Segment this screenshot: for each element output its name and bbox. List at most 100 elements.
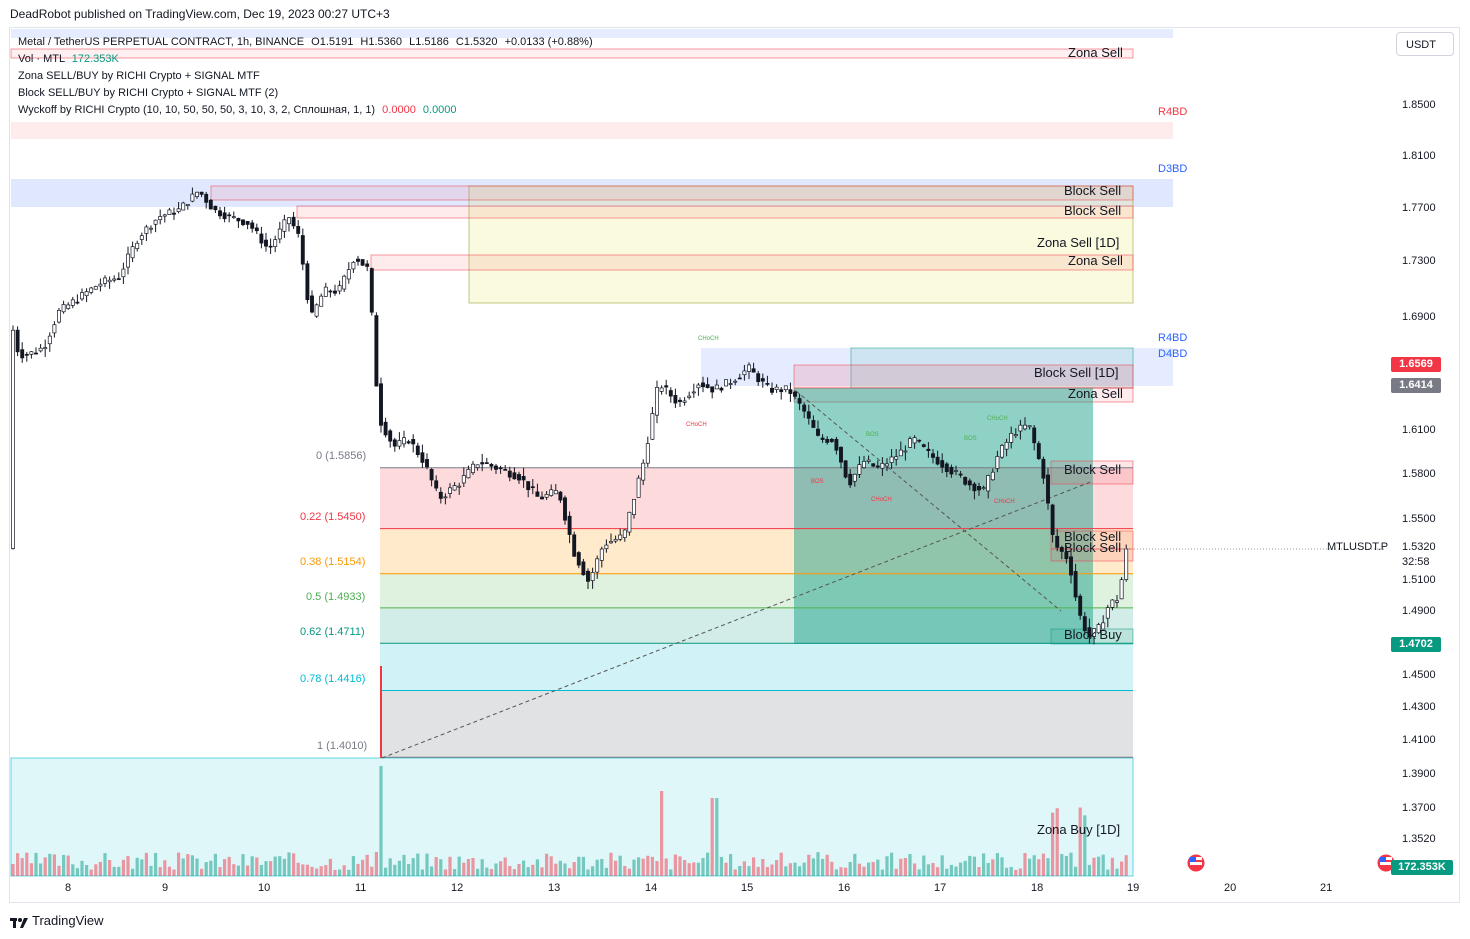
volume-bar bbox=[439, 859, 443, 876]
candle-body bbox=[995, 456, 1000, 469]
volume-bar bbox=[158, 867, 162, 876]
volume-bar bbox=[103, 853, 107, 876]
candle-body bbox=[144, 226, 149, 234]
candle-body bbox=[788, 389, 793, 394]
volume-bar bbox=[365, 854, 369, 876]
volume-bar bbox=[190, 855, 194, 876]
volume-bar bbox=[761, 859, 765, 876]
candle-body bbox=[963, 477, 968, 485]
time-axis-label: 8 bbox=[65, 882, 72, 894]
volume-bar bbox=[1087, 864, 1091, 876]
volume-bar bbox=[1078, 807, 1082, 876]
candle-body bbox=[885, 463, 889, 467]
time-axis-label: 18 bbox=[1031, 882, 1044, 894]
candle-body bbox=[567, 515, 572, 535]
candle-body bbox=[227, 214, 232, 217]
candle-body bbox=[765, 383, 770, 385]
candle-body bbox=[921, 444, 926, 447]
ohlc-low: L1.5186 bbox=[409, 36, 449, 48]
volume-bar bbox=[922, 855, 926, 876]
candle-body bbox=[632, 498, 636, 515]
time-axis-label: 20 bbox=[1224, 882, 1237, 894]
zone-label: Zona Sell bbox=[1068, 45, 1123, 60]
candle-body bbox=[636, 477, 641, 498]
price-axis-label: 1.3900 bbox=[1402, 768, 1436, 780]
volume-bar bbox=[867, 862, 871, 876]
fib-level-label: 0.5 (1.4933) bbox=[306, 591, 366, 603]
candle-body bbox=[61, 304, 66, 313]
price-chart[interactable] bbox=[10, 28, 1461, 904]
volume-bar bbox=[627, 868, 631, 876]
legend-indicator-wyckoff[interactable]: Wyckoff by RICHI Crypto (10, 10, 50, 50,… bbox=[18, 102, 593, 119]
candle-body bbox=[742, 370, 747, 376]
legend-indicator-block[interactable]: Block SELL/BUY by RICHI Crypto + SIGNAL … bbox=[18, 87, 279, 99]
candle-body bbox=[254, 227, 259, 232]
candle-body bbox=[452, 485, 457, 491]
candle-body bbox=[1004, 441, 1009, 450]
volume-bar bbox=[821, 858, 825, 876]
candle-body bbox=[415, 445, 420, 456]
volume-bar bbox=[940, 855, 944, 876]
legend-indicator-zona[interactable]: Zona SELL/BUY by RICHI Crypto + SIGNAL M… bbox=[18, 70, 260, 82]
volume-bar bbox=[963, 860, 967, 876]
volume-bar bbox=[333, 869, 337, 876]
ohlc-high: H1.5360 bbox=[360, 36, 403, 48]
volume-bar bbox=[669, 869, 673, 876]
tradingview-logo[interactable]: TradingView bbox=[10, 913, 104, 928]
volume-bar bbox=[1037, 859, 1041, 876]
candle-body bbox=[1082, 616, 1087, 632]
legend-symbol-row[interactable]: Metal / TetherUS PERPETUAL CONTRACT, 1h,… bbox=[18, 34, 593, 51]
candle-body bbox=[323, 286, 328, 297]
volume-bar bbox=[476, 868, 480, 876]
candle-body bbox=[931, 453, 935, 458]
volume-bar bbox=[1032, 855, 1036, 876]
volume-bar bbox=[351, 856, 355, 876]
candle-body bbox=[112, 278, 117, 281]
price-axis-label: 1.8100 bbox=[1402, 150, 1436, 162]
candle-body bbox=[388, 430, 393, 442]
candle-body bbox=[457, 485, 462, 488]
symbol-description: Metal / TetherUS PERPETUAL CONTRACT, 1h,… bbox=[18, 36, 305, 48]
candle-body bbox=[250, 222, 255, 229]
candle-body bbox=[448, 487, 452, 494]
candle-body bbox=[204, 193, 209, 203]
zone-label: Block Sell bbox=[1064, 540, 1122, 555]
volume-bar bbox=[402, 854, 406, 876]
candle-body bbox=[70, 299, 75, 306]
candle-body bbox=[158, 216, 163, 221]
volume-bar bbox=[931, 862, 935, 876]
volume-bar bbox=[747, 866, 751, 876]
currency-selector-button[interactable]: USDT bbox=[1396, 32, 1454, 56]
volume-bar bbox=[687, 863, 691, 876]
volume-bar bbox=[604, 867, 608, 876]
zone-label: Zona Sell bbox=[1068, 253, 1123, 268]
legend-volume-row[interactable]: Vol · MTL 172.353K bbox=[18, 51, 593, 68]
candle-body bbox=[337, 285, 342, 292]
candle-body bbox=[489, 463, 494, 467]
volume-bar bbox=[646, 855, 650, 876]
volume-bar bbox=[154, 852, 158, 876]
candle-body bbox=[641, 462, 646, 481]
candle-body bbox=[172, 212, 176, 215]
volume-bar bbox=[577, 856, 581, 876]
volume-bar bbox=[890, 852, 894, 876]
candle-body bbox=[443, 496, 448, 499]
candle-body bbox=[15, 329, 20, 353]
volume-bar bbox=[655, 861, 659, 876]
volume-bar bbox=[121, 859, 125, 876]
candle-body bbox=[1046, 474, 1050, 504]
volume-bar bbox=[172, 869, 176, 876]
candle-body bbox=[34, 352, 38, 355]
price-tag: 1.4702 bbox=[1391, 637, 1441, 652]
price-axis-label: 1.5100 bbox=[1402, 574, 1436, 586]
candle-body bbox=[926, 448, 931, 452]
d4bd-band bbox=[701, 348, 1173, 386]
volume-bar bbox=[729, 854, 733, 876]
candle-body bbox=[1096, 624, 1101, 634]
symbol-axis-tag: MTLUSDT.P bbox=[1327, 541, 1389, 553]
volume-bar bbox=[526, 867, 530, 876]
chart-area[interactable] bbox=[9, 27, 1460, 903]
candle-body bbox=[627, 511, 632, 533]
candle-body bbox=[912, 437, 917, 444]
volume-bar bbox=[1101, 854, 1105, 876]
